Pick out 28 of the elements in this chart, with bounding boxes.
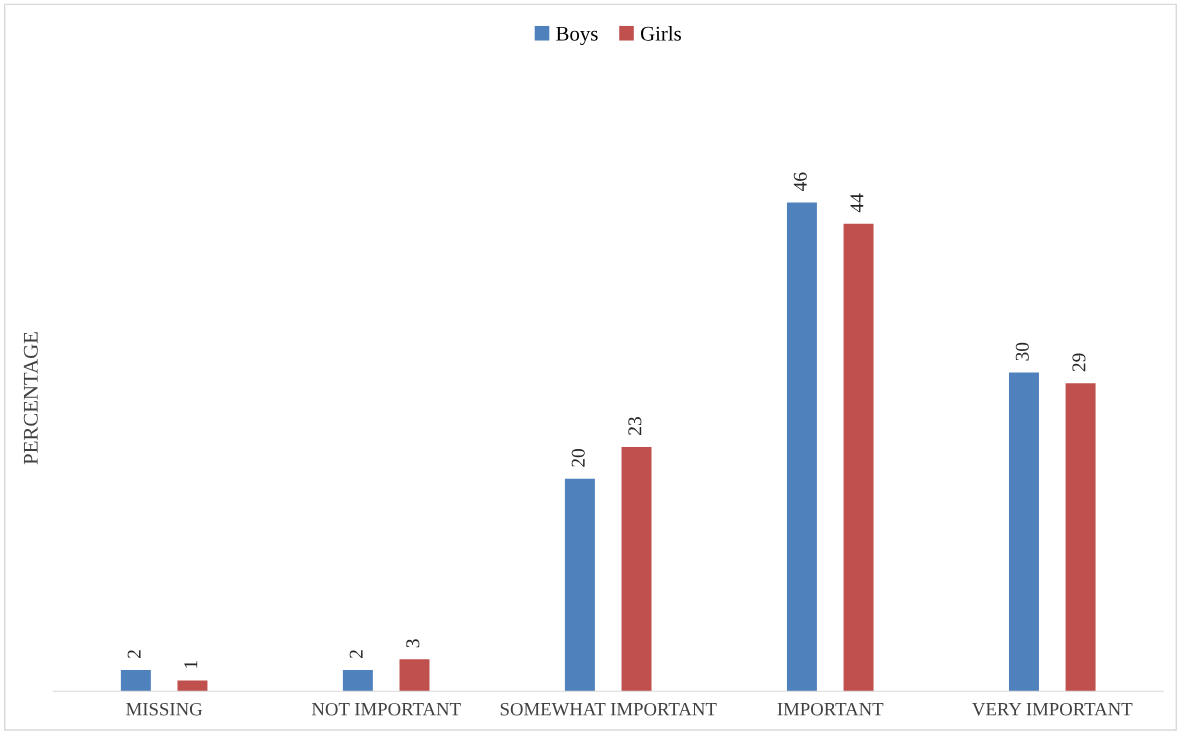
- data-label: 3: [406, 639, 420, 648]
- bar: [564, 478, 595, 692]
- y-axis-title: PERCENTAGE: [23, 332, 38, 465]
- bar: [342, 669, 373, 692]
- bar: [621, 446, 652, 692]
- legend-label: Boys: [556, 26, 598, 46]
- legend-label: Girls: [640, 26, 681, 41]
- x-tick-label: NOT IMPORTANT: [311, 702, 461, 716]
- bar: [1008, 372, 1039, 692]
- bar: [120, 669, 151, 692]
- data-label: 2: [349, 650, 363, 659]
- data-label: 2: [127, 650, 141, 659]
- x-tick-label: IMPORTANT: [777, 702, 884, 716]
- data-label: 29: [1072, 353, 1086, 372]
- data-label: 46: [793, 172, 807, 192]
- x-tick-label: VERY IMPORTANT: [972, 702, 1133, 716]
- data-label: 44: [850, 193, 864, 213]
- x-tick-label: MISSING: [126, 702, 203, 716]
- data-label: 30: [1015, 342, 1029, 361]
- bar: [399, 659, 430, 692]
- data-label: 20: [571, 448, 585, 467]
- data-label: 1: [184, 660, 198, 668]
- bar: [786, 202, 817, 692]
- data-label: 23: [628, 417, 642, 435]
- bar: [177, 680, 208, 692]
- bar: [1065, 383, 1096, 692]
- x-tick-label: SOMEWHAT IMPORTANT: [500, 702, 717, 716]
- bar: [843, 223, 874, 692]
